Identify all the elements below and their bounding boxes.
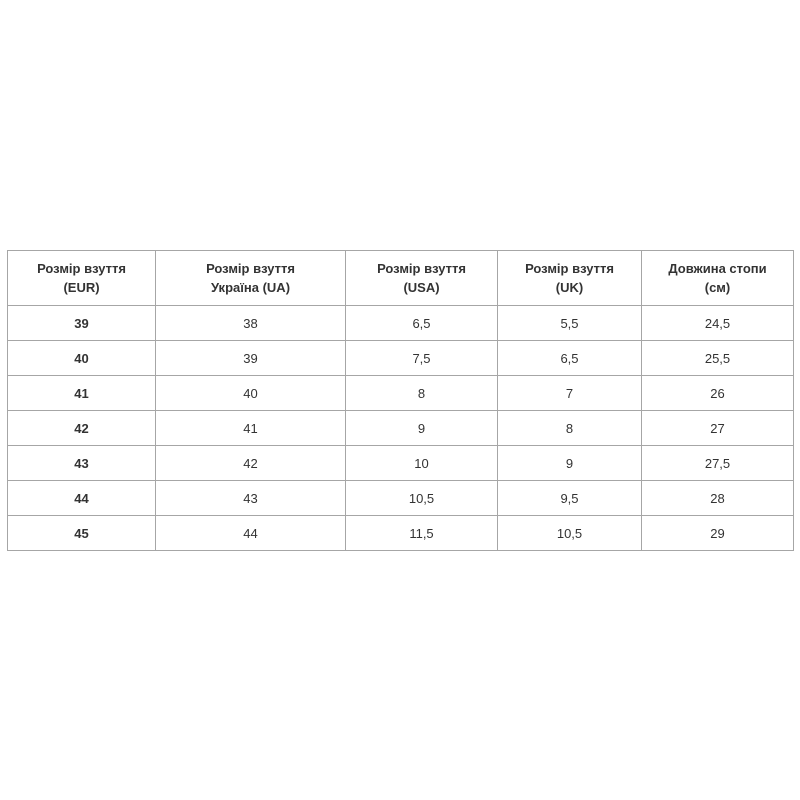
header-line: Розмір взуття xyxy=(377,261,466,276)
eur-size-cell: 45 xyxy=(7,515,156,551)
header-line: (USA) xyxy=(403,280,440,295)
header-cell: Довжина стопи (см) xyxy=(641,250,794,306)
header-cell: Розмір взуття Україна (UA) xyxy=(155,250,346,306)
table-row: 44 43 10,5 9,5 28 xyxy=(7,480,794,516)
size-cell: 27,5 xyxy=(641,445,794,481)
size-cell: 28 xyxy=(641,480,794,516)
size-cell: 10,5 xyxy=(345,480,498,516)
size-cell: 10 xyxy=(345,445,498,481)
size-cell: 9 xyxy=(497,445,642,481)
size-cell: 44 xyxy=(155,515,346,551)
header-line: Україна (UA) xyxy=(210,280,291,295)
header-line: (EUR) xyxy=(63,280,100,295)
table-row: 42 41 9 8 27 xyxy=(7,410,794,446)
eur-size-cell: 41 xyxy=(7,375,156,411)
header-cell: Розмір взуття (EUR) xyxy=(7,250,156,306)
size-cell: 9 xyxy=(345,410,498,446)
size-cell: 38 xyxy=(155,305,346,341)
size-cell: 6,5 xyxy=(345,305,498,341)
header-line: Розмір взуття xyxy=(206,261,295,276)
eur-size-cell: 43 xyxy=(7,445,156,481)
header-cell: Розмір взуття (USA) xyxy=(345,250,498,306)
header-line: (UK) xyxy=(555,280,584,295)
size-cell: 10,5 xyxy=(497,515,642,551)
size-cell: 27 xyxy=(641,410,794,446)
table-row: 43 42 10 9 27,5 xyxy=(7,445,794,481)
eur-size-cell: 42 xyxy=(7,410,156,446)
size-cell: 8 xyxy=(345,375,498,411)
size-cell: 7 xyxy=(497,375,642,411)
size-cell: 24,5 xyxy=(641,305,794,341)
size-cell: 6,5 xyxy=(497,340,642,376)
eur-size-cell: 39 xyxy=(7,305,156,341)
size-cell: 26 xyxy=(641,375,794,411)
size-cell: 43 xyxy=(155,480,346,516)
size-cell: 41 xyxy=(155,410,346,446)
size-cell: 25,5 xyxy=(641,340,794,376)
header-row: Розмір взуття (EUR) Розмір взуття Україна (… xyxy=(7,250,794,306)
eur-size-cell: 40 xyxy=(7,340,156,376)
header-line: Розмір взуття xyxy=(525,261,614,276)
table-row: 45 44 11,5 10,5 29 xyxy=(7,515,794,551)
size-cell: 9,5 xyxy=(497,480,642,516)
table-body: 39 38 6,5 5,5 24,5 40 39 7,5 6,5 25,5 41 40 8 7 26 42 41… xyxy=(7,305,794,551)
size-table: Розмір взуття (EUR) Розмір взуття Україна (… xyxy=(7,250,794,551)
size-cell: 5,5 xyxy=(497,305,642,341)
table-row: 41 40 8 7 26 xyxy=(7,375,794,411)
table-row: 39 38 6,5 5,5 24,5 xyxy=(7,305,794,341)
size-cell: 39 xyxy=(155,340,346,376)
size-cell: 8 xyxy=(497,410,642,446)
header-line: Довжина стопи xyxy=(668,261,767,276)
header-cell: Розмір взуття (UK) xyxy=(497,250,642,306)
table-row: 40 39 7,5 6,5 25,5 xyxy=(7,340,794,376)
size-cell: 7,5 xyxy=(345,340,498,376)
eur-size-cell: 44 xyxy=(7,480,156,516)
size-cell: 11,5 xyxy=(345,515,498,551)
size-cell: 29 xyxy=(641,515,794,551)
header-line: (см) xyxy=(704,280,731,295)
size-cell: 40 xyxy=(155,375,346,411)
size-cell: 42 xyxy=(155,445,346,481)
header-line: Розмір взуття xyxy=(37,261,126,276)
